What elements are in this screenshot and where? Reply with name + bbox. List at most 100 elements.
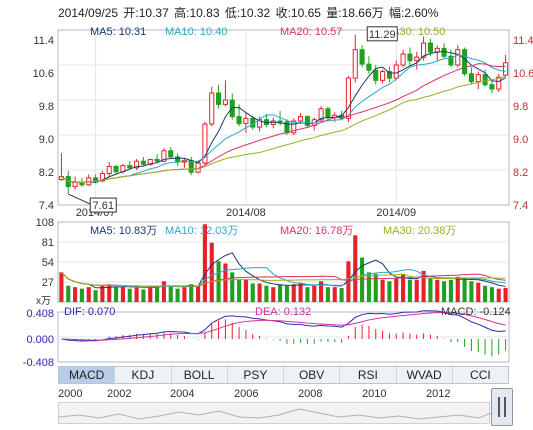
candle	[222, 99, 228, 105]
volume-bar	[442, 281, 447, 302]
candle	[380, 71, 386, 81]
candle	[202, 123, 208, 164]
volume-bar	[264, 285, 269, 302]
tab-macd[interactable]: MACD	[59, 367, 116, 383]
candle	[243, 117, 249, 125]
min-price-label: 7.61	[93, 200, 114, 212]
stock-header: 2014/09/25 开:10.37 高:10.83 低:10.32 收:10.…	[58, 4, 440, 21]
volume-bar	[196, 285, 201, 302]
volume-bar	[182, 287, 187, 302]
candle	[318, 108, 324, 121]
panel-frame	[57, 29, 510, 206]
candle	[400, 53, 406, 66]
candle	[257, 119, 263, 128]
y-tick-label-right: 8.2	[513, 167, 528, 179]
tab-obv[interactable]: OBV	[284, 367, 341, 383]
volume-bar	[278, 284, 283, 302]
candle	[482, 74, 488, 86]
volume-bar	[155, 287, 160, 302]
year-label: 2002	[107, 388, 132, 400]
volume-bar	[435, 279, 440, 302]
volume-bar	[496, 288, 501, 302]
dea-label: DEA: 0.132	[255, 306, 311, 318]
max-price-label: 11.29	[369, 29, 396, 41]
ma30-line	[61, 75, 506, 184]
y-tick-label: 8.2	[39, 167, 54, 179]
candle	[291, 120, 297, 134]
volume-bar	[100, 285, 105, 302]
y-tick-label: 9.8	[39, 101, 54, 113]
tab-psy[interactable]: PSY	[228, 367, 284, 383]
history-scroll-track[interactable]	[58, 402, 491, 424]
volume-bar	[469, 281, 474, 302]
volume-bar	[428, 278, 433, 302]
indicator-tabs: MACD KDJ BOLL PSY OBV RSI WVAD CCI	[58, 366, 509, 384]
volume-bar	[107, 284, 112, 302]
candle	[147, 159, 153, 165]
tab-kdj[interactable]: KDJ	[115, 367, 172, 383]
header-date: 2014/09/25	[58, 6, 119, 20]
volume-bar	[175, 288, 180, 302]
volume-bar	[93, 290, 98, 302]
candle	[72, 181, 78, 188]
volume-ma30-line	[61, 272, 506, 287]
volume-bar	[298, 282, 303, 302]
x-tick-label: 2014/08	[226, 207, 266, 219]
volume-bar	[387, 281, 392, 302]
candle	[106, 166, 112, 174]
volume-bar	[243, 279, 248, 302]
candle	[386, 71, 392, 79]
tab-rsi[interactable]: RSI	[340, 367, 397, 383]
volume-bar	[291, 284, 296, 302]
volume-bar	[250, 283, 255, 302]
dif-line	[61, 310, 506, 342]
volume-bar	[373, 273, 378, 302]
ma5-line	[61, 50, 506, 184]
ma-legend-label: MA10: 10.40	[165, 26, 227, 38]
volume-bar	[489, 287, 494, 302]
candle	[154, 159, 160, 162]
year-label: 2010	[362, 388, 387, 400]
volume-ma-legend: MA20: 16.78万	[280, 225, 353, 237]
ma-legend-label: MA5: 10.31	[90, 26, 146, 38]
candle	[99, 173, 105, 182]
volume-bar	[476, 282, 481, 302]
volume-bar	[312, 285, 317, 302]
candle	[373, 69, 379, 81]
tab-wvad[interactable]: WVAD	[397, 367, 453, 383]
candle	[468, 73, 474, 83]
ma-legend-label: MA20: 10.57	[280, 26, 342, 38]
macd-y-tick: -0.408	[23, 357, 54, 366]
candle	[421, 42, 427, 58]
candle	[489, 84, 495, 90]
year-axis: 2000 2002 2004 2006 2008 2010 2012	[58, 388, 509, 402]
candle	[448, 55, 454, 66]
volume-bar	[237, 279, 242, 302]
candle	[414, 56, 420, 62]
candle	[352, 49, 358, 79]
min-label-box	[89, 197, 117, 213]
ma-legend-label: MA30: 10.50	[383, 26, 445, 38]
y-tick-label-right: 10.6	[513, 68, 533, 80]
volume-bar	[284, 285, 289, 302]
candle	[140, 160, 146, 165]
header-low: 低:10.32	[224, 6, 271, 20]
history-sparkline	[59, 408, 491, 420]
tab-boll[interactable]: BOLL	[172, 367, 228, 383]
history-scroll-handle[interactable]	[491, 388, 513, 426]
volume-bar	[305, 287, 310, 302]
dea-line	[61, 312, 506, 341]
volume-bar	[230, 272, 235, 302]
candle	[496, 76, 502, 90]
volume-bar	[216, 261, 221, 302]
volume-bar	[394, 278, 399, 302]
volume-bar	[339, 287, 344, 302]
volume-bar	[271, 287, 276, 302]
volume-bar	[120, 287, 125, 302]
tab-cci[interactable]: CCI	[470, 368, 491, 382]
header-volume: 量:18.66万	[326, 6, 384, 20]
volume-bar	[168, 285, 173, 302]
volume-bar	[66, 285, 71, 302]
candle	[236, 116, 242, 125]
